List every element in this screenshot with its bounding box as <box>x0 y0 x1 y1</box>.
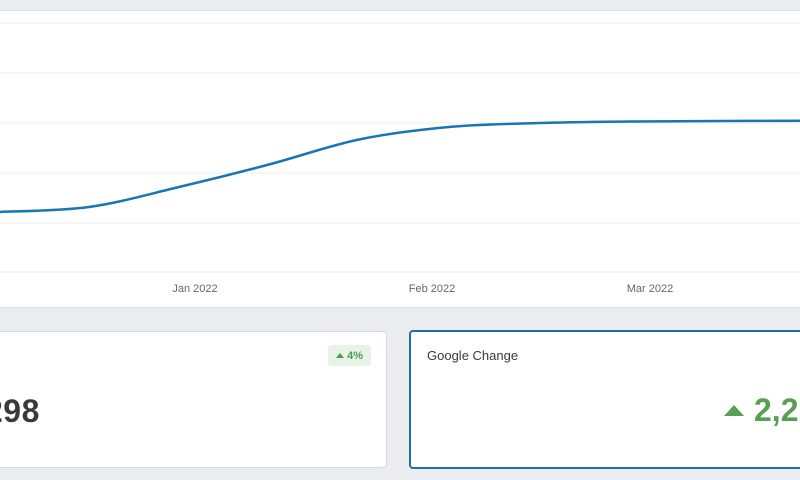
line-chart-panel: Jan 2022 Feb 2022 Mar 2022 <box>0 10 800 308</box>
metric-value: 298 <box>0 393 40 429</box>
x-tick-label: Mar 2022 <box>627 283 673 295</box>
series-line <box>0 119 800 214</box>
google-change-value-text: 2,2 <box>754 392 799 428</box>
triangle-up-icon <box>336 353 345 358</box>
change-badge: 4% <box>328 345 371 366</box>
metric-card-left[interactable]: 4% 298 <box>0 331 387 468</box>
card-title: Google Change <box>427 348 519 363</box>
change-badge-text: 4% <box>347 349 363 362</box>
x-tick-label: Jan 2022 <box>172 283 217 295</box>
line-chart: Jan 2022 Feb 2022 Mar 2022 <box>0 22 800 295</box>
google-change-value: 2,2 <box>724 392 798 429</box>
google-change-card[interactable]: Google Change 2,2 <box>409 330 800 469</box>
triangle-up-icon <box>724 405 744 416</box>
x-tick-label: Feb 2022 <box>409 283 455 295</box>
